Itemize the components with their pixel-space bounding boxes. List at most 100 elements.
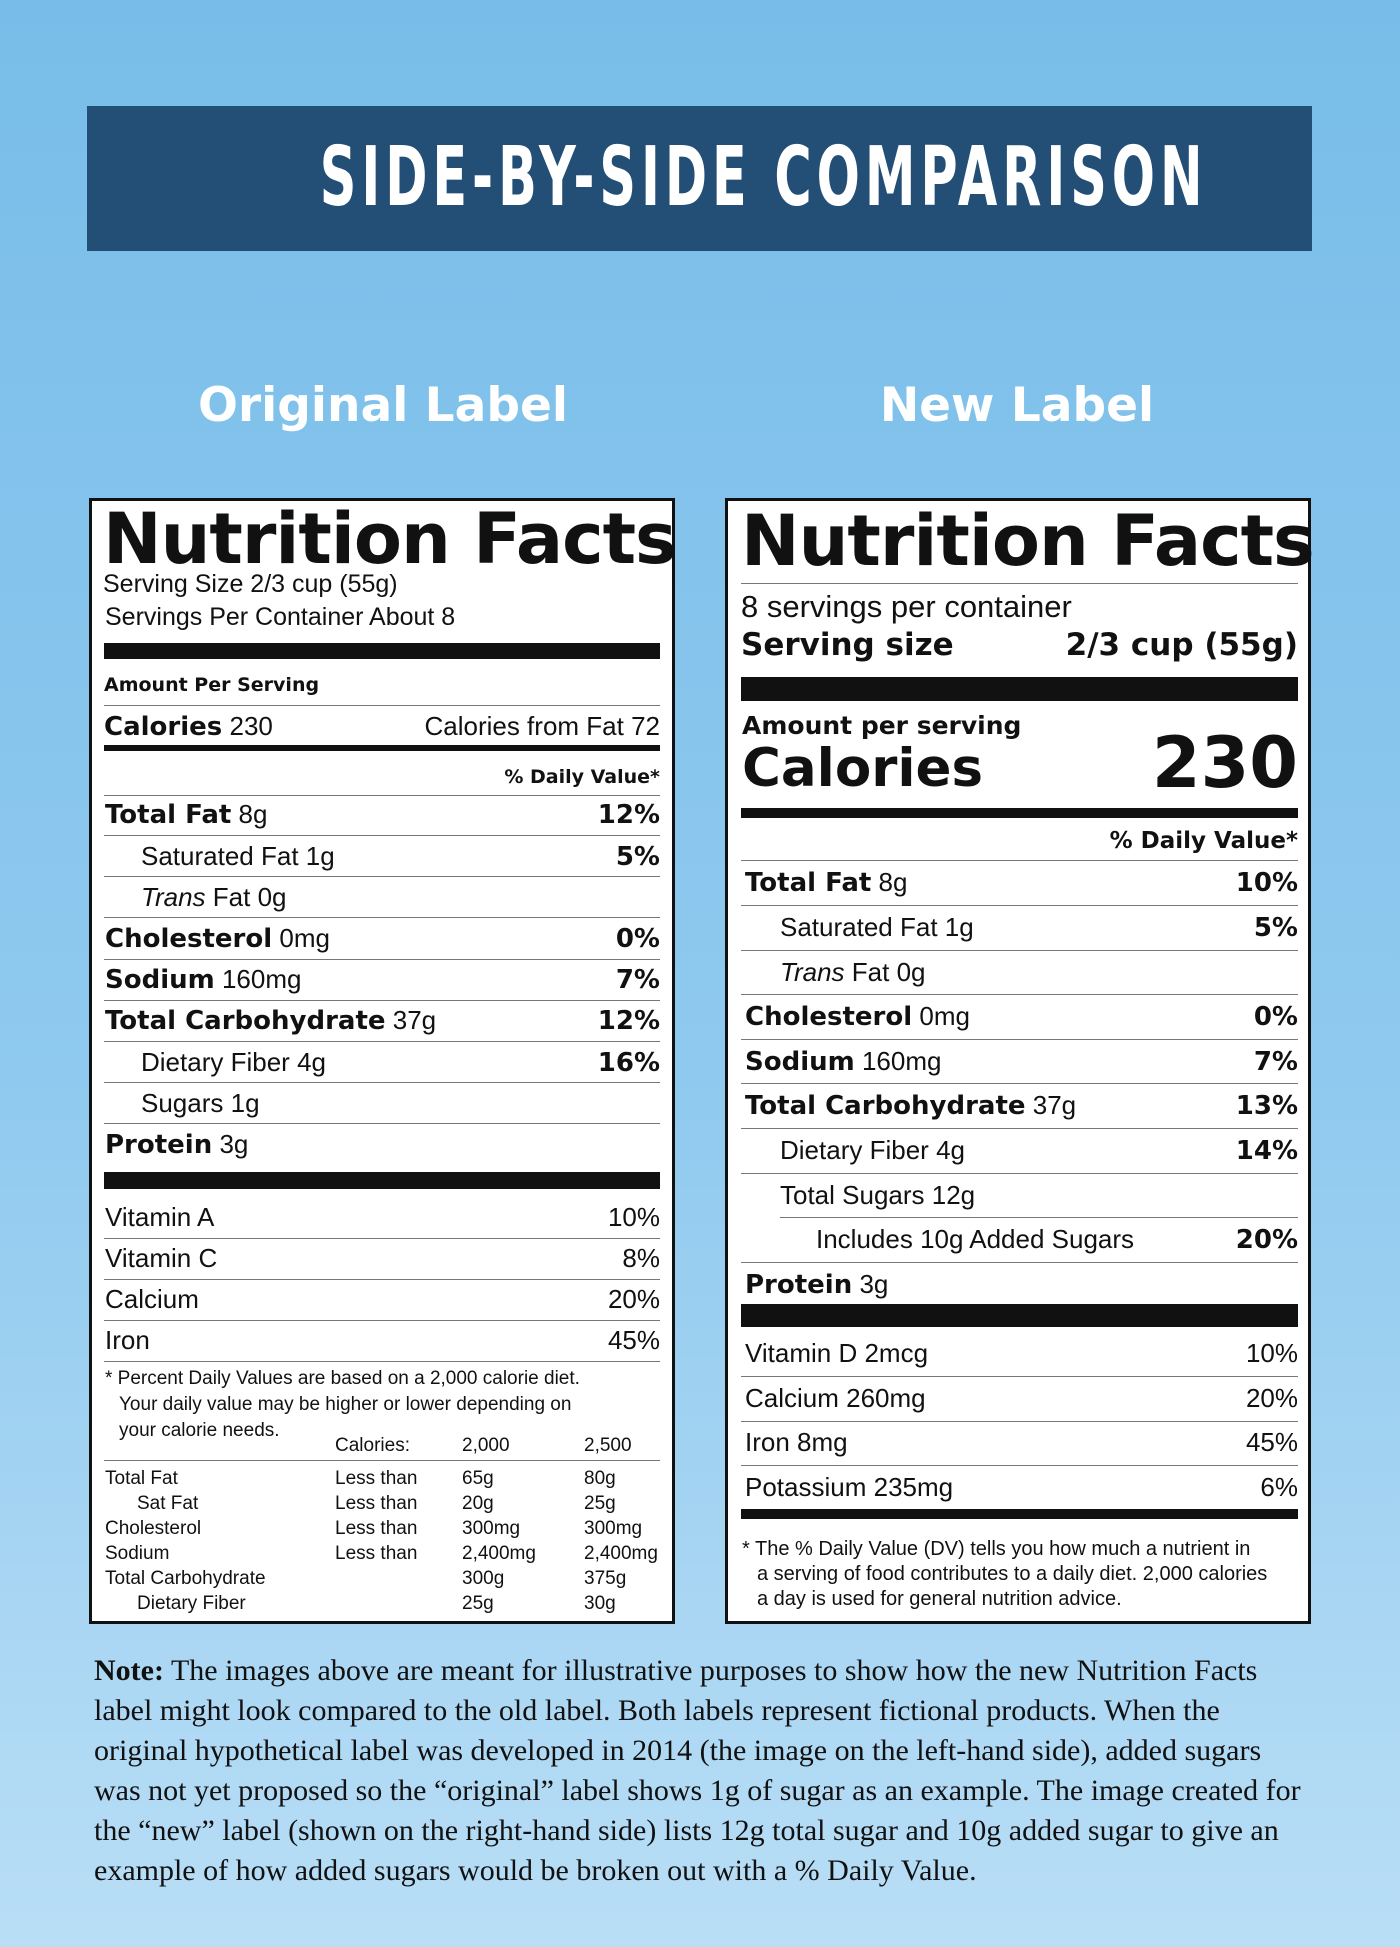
header-title: SIDE-BY-SIDE COMPARISON [319, 130, 1208, 225]
label-title: Nutrition Facts [103, 498, 677, 580]
daily-value: 20% [1235, 1225, 1298, 1256]
divider [741, 949, 1298, 951]
vitamin-name: Calcium [105, 1284, 199, 1315]
daily-value: 13% [1236, 1090, 1298, 1122]
divider [104, 795, 660, 796]
vitamin-name: Vitamin C [105, 1243, 217, 1274]
nutrient-row: Total Sugars 12g [780, 1180, 975, 1211]
divider [104, 958, 660, 960]
nutrient-name: Trans [141, 881, 206, 912]
nutrient-row: Protein 3g [105, 1129, 248, 1161]
divider [104, 999, 660, 1001]
daily-value: 5% [616, 841, 660, 873]
nutrient-name: Saturated Fat [780, 912, 938, 942]
divider [741, 1038, 1298, 1040]
daily-value: 20% [607, 1284, 660, 1315]
nutrient-name: Dietary Fiber [780, 1135, 929, 1165]
vitamin-value: 20% [608, 1284, 660, 1315]
nutrient-row: Total Fat 8g [745, 867, 907, 899]
nutrient-amount: 37g [392, 1005, 437, 1036]
nutrient-row: Sodium 160mg [105, 964, 301, 996]
serving-size-label: Serving size [741, 626, 954, 664]
vitamin-name: Potassium 235mg [745, 1472, 953, 1503]
table-cell: Less than [335, 1468, 417, 1491]
text: 230 [1151, 722, 1298, 804]
vitamin-name: Vitamin D 2mcg [745, 1338, 929, 1369]
label-title: Nutrition Facts [103, 498, 677, 580]
text: * The % Daily Value (DV) tells you how m… [742, 1538, 1251, 1560]
servings-per-container: 8 servings per container [741, 588, 1072, 625]
table-cell: Sodium [105, 1543, 169, 1566]
text: 2,000 [462, 1434, 510, 1456]
original-label: Nutrition Facts Serving Size 2/3 cup (55g… [89, 498, 677, 1624]
text: 300g [462, 1567, 505, 1589]
daily-value: 12% [597, 800, 660, 831]
text: a serving of food contributes to a daily… [757, 1563, 1268, 1585]
label-title: Nutrition Facts [741, 500, 1315, 582]
daily-value: 10% [1236, 867, 1298, 899]
nutrient-row: Cholesterol 0mg [745, 1001, 970, 1033]
text: * Percent Daily Values are based on a 2,… [105, 1367, 580, 1389]
daily-value: 7% [1254, 1046, 1298, 1078]
daily-value: 5% [1254, 912, 1298, 944]
footnote: a serving of food contributes to a daily… [757, 1562, 1267, 1586]
table-header: 2,500 [584, 1435, 632, 1458]
table-cell: 2,400mg [584, 1543, 658, 1566]
rule [104, 1172, 660, 1189]
divider [104, 917, 660, 919]
nutrient-name: Total Fat [105, 800, 232, 831]
vitamin-value: 10% [608, 1202, 660, 1233]
column-heading: Original Label [198, 378, 568, 433]
table-cell: 300g [462, 1568, 504, 1591]
table-cell: 2,400mg [462, 1543, 536, 1566]
vitamin-name: Vitamin D 2mcg [745, 1338, 928, 1369]
vitamin-name: Iron 8mg [745, 1427, 848, 1458]
nutrient-amount: 8g [878, 867, 908, 898]
servings-per-container: Servings Per Container About 8 [105, 602, 455, 632]
divider [741, 1420, 1298, 1422]
text: Calories from Fat 72 [424, 711, 660, 742]
nutrient-name: Cholesterol [745, 1002, 913, 1033]
text: Calories: [335, 1434, 410, 1456]
table-cell: 20g [462, 1493, 494, 1516]
divider [741, 1465, 1298, 1466]
table-cell: Less than [335, 1518, 417, 1541]
text: 375g [584, 1567, 627, 1589]
footnote: your calorie needs. [119, 1420, 280, 1443]
vitamin-value: 45% [608, 1325, 660, 1356]
divider [104, 1238, 660, 1239]
nutrient-amount: 1g [944, 912, 974, 942]
serving-size-value: 2/3 cup (55g) [1066, 626, 1298, 664]
vitamin-value: 8% [622, 1243, 660, 1274]
text: 80g [584, 1467, 616, 1489]
nutrient-name: Total Carbohydrate [745, 1091, 1026, 1122]
text: 20g [462, 1492, 494, 1514]
daily-value: 5% [1253, 913, 1298, 943]
text: your calorie needs. [119, 1419, 280, 1441]
rule [741, 808, 1298, 818]
text: Calories [742, 738, 984, 800]
label-title: Nutrition Facts [741, 500, 1315, 582]
nutrient-name: Sodium [745, 1046, 855, 1077]
text: Servings Per Container About 8 [105, 603, 456, 631]
table-cell: Total Fat [105, 1468, 178, 1491]
table-cell: Less than [335, 1543, 417, 1566]
table-cell: 65g [462, 1468, 494, 1491]
vitamin-value: 45% [1246, 1427, 1298, 1458]
vitamin-value: 6% [1260, 1472, 1298, 1503]
divider [104, 835, 660, 836]
nutrient-name: Cholesterol [105, 924, 273, 954]
divider [741, 1128, 1298, 1129]
text: 25g [462, 1592, 494, 1614]
vitamin-name: Calcium [105, 1284, 199, 1315]
table-cell: 30g [584, 1593, 616, 1616]
divider [104, 876, 660, 878]
nutrient-name: Sugars [141, 1087, 224, 1118]
nutrient-name: Total Sugars [780, 1179, 925, 1210]
nutrient-name: Total Fat [745, 868, 872, 899]
divider [104, 1361, 660, 1362]
daily-value: 12% [598, 1005, 660, 1037]
daily-value: 16% [598, 1047, 660, 1079]
daily-value: 14% [1235, 1136, 1298, 1166]
divider [104, 1320, 660, 1321]
